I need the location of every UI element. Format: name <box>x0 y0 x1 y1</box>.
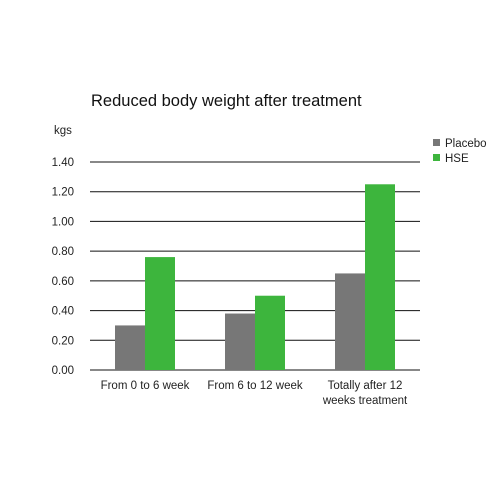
bar-hse-3 <box>365 184 395 370</box>
y-tick-label: 0.40 <box>52 306 74 318</box>
bars <box>115 184 395 370</box>
legend: Placebo HSE <box>433 138 487 165</box>
chart-title: Reduced body weight after treatment <box>91 92 362 110</box>
y-tick-label: 1.40 <box>52 157 74 169</box>
y-axis-ticks: 0.00 0.20 0.40 0.60 0.80 1.00 1.20 1.40 <box>52 157 74 377</box>
x-category-label: Totally after 12 weeks treatment <box>322 380 408 407</box>
y-tick-label: 0.60 <box>52 276 74 288</box>
y-tick-label: 0.80 <box>52 246 74 258</box>
legend-label-placebo: Placebo <box>445 138 487 150</box>
x-category-label: From 6 to 12 week <box>207 380 302 392</box>
bar-hse-2 <box>255 295 285 370</box>
legend-swatch-hse <box>433 154 440 161</box>
bar-placebo-2 <box>225 313 255 370</box>
y-axis-unit-label: kgs <box>54 125 72 137</box>
bar-hse-1 <box>145 257 175 370</box>
x-category-label: From 0 to 6 week <box>101 380 190 392</box>
y-tick-label: 1.00 <box>52 216 74 228</box>
y-tick-label: 0.20 <box>52 335 74 347</box>
y-tick-label: 1.20 <box>52 187 74 199</box>
bar-placebo-1 <box>115 325 145 370</box>
x-axis-categories: From 0 to 6 week From 6 to 12 week Totally… <box>101 380 408 407</box>
y-tick-label: 0.00 <box>52 365 74 377</box>
legend-label-hse: HSE <box>445 153 469 165</box>
bar-placebo-3 <box>335 273 365 370</box>
legend-swatch-placebo <box>433 139 440 146</box>
